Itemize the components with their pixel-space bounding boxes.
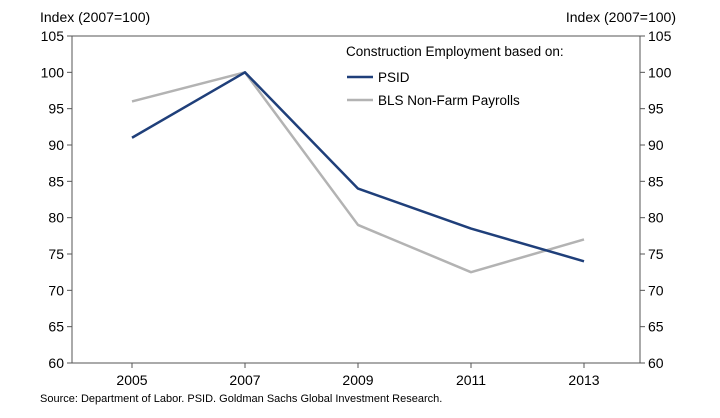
x-axis: 2005 2007 2009 2011 2013 — [116, 363, 600, 388]
y-tick-label-left: 95 — [48, 101, 64, 117]
y-tick-label-right: 90 — [648, 137, 664, 153]
source-note: Source: Department of Labor. PSID. Goldm… — [40, 393, 442, 405]
y-tick-label-right: 95 — [648, 101, 664, 117]
y-axis-title-right: Index (2007=100) — [566, 9, 676, 25]
x-tick-label: 2009 — [342, 372, 373, 388]
legend-label: BLS Non-Farm Payrolls — [378, 93, 520, 108]
y-tick-label-left: 60 — [48, 355, 64, 371]
legend-title: Construction Employment based on: — [346, 44, 564, 59]
y-tick-label-right: 105 — [648, 28, 672, 44]
y-axis-title-left: Index (2007=100) — [40, 9, 150, 25]
x-tick-label: 2007 — [229, 372, 260, 388]
y-tick-label-right: 70 — [648, 282, 664, 298]
y-tick-label-right: 100 — [648, 64, 672, 80]
y-tick-label-right: 75 — [648, 246, 664, 262]
legend: Construction Employment based on: PSID BL… — [346, 44, 564, 108]
y-tick-label-right: 65 — [648, 319, 664, 335]
y-tick-label-right: 60 — [648, 355, 664, 371]
y-tick-label-left: 65 — [48, 319, 64, 335]
y-tick-label-left: 70 — [48, 282, 64, 298]
series-line-psid — [131, 71, 585, 263]
y-tick-label-left: 100 — [41, 64, 65, 80]
y-tick-label-right: 80 — [648, 210, 664, 226]
y-tick-label-left: 90 — [48, 137, 64, 153]
series-line-bls-non-farm-payrolls — [131, 71, 585, 274]
x-tick-label: 2013 — [568, 372, 599, 388]
y-axis-right: 60 65 70 75 80 85 90 95 100 105 — [640, 28, 672, 371]
x-tick-label: 2011 — [456, 372, 486, 388]
plot-area — [71, 35, 641, 364]
y-tick-label-left: 105 — [41, 28, 65, 44]
y-tick-label-right: 85 — [648, 173, 664, 189]
y-tick-label-left: 85 — [48, 173, 64, 189]
x-tick-label: 2005 — [116, 372, 147, 388]
y-axis-left: 60 65 70 75 80 85 90 95 100 105 — [41, 28, 72, 371]
legend-label: PSID — [378, 70, 410, 85]
y-tick-label-left: 80 — [48, 210, 64, 226]
series-layer — [131, 71, 585, 274]
y-tick-label-left: 75 — [48, 246, 64, 262]
